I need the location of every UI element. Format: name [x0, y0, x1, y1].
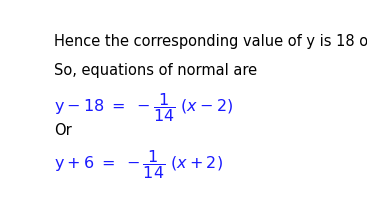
Text: $\mathregular{y} - 18\ =\ -\dfrac{1}{14}\ (x - 2)$: $\mathregular{y} - 18\ =\ -\dfrac{1}{14}… [54, 91, 233, 124]
Text: Or: Or [54, 123, 72, 138]
Text: Hence the corresponding value of y is 18 or – 6: Hence the corresponding value of y is 18… [54, 34, 367, 49]
Text: $\mathregular{y} + 6\ =\ -\dfrac{1}{14}\ (x + 2)$: $\mathregular{y} + 6\ =\ -\dfrac{1}{14}\… [54, 148, 224, 181]
Text: So, equations of normal are: So, equations of normal are [54, 63, 258, 78]
